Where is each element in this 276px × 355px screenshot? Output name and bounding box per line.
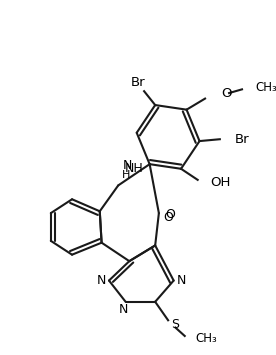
Text: S: S [171, 318, 179, 331]
Text: N: N [119, 303, 128, 316]
Text: Br: Br [235, 133, 249, 146]
Text: H: H [122, 170, 131, 180]
Text: N: N [123, 159, 132, 172]
Text: O: O [222, 87, 232, 99]
Text: N: N [97, 274, 106, 287]
Text: CH₃: CH₃ [255, 81, 276, 94]
Text: O: O [163, 211, 173, 224]
Text: O: O [165, 208, 175, 222]
Text: N: N [176, 274, 186, 287]
Text: CH₃: CH₃ [196, 332, 217, 345]
Text: Br: Br [131, 76, 146, 89]
Text: OH: OH [211, 176, 231, 189]
Text: NH: NH [124, 162, 143, 175]
